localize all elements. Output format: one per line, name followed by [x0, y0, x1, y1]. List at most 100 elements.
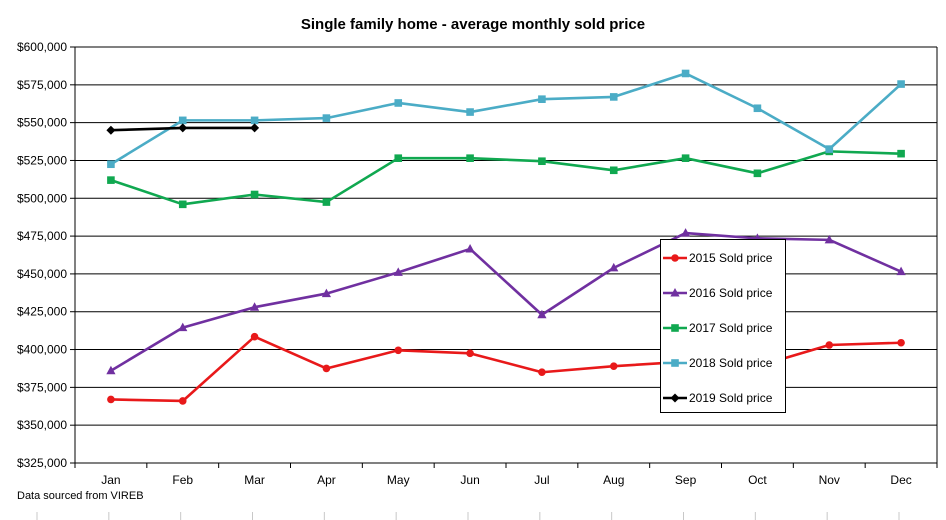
legend-marker	[671, 359, 679, 367]
legend-swatch	[663, 254, 687, 262]
axes	[70, 46, 938, 468]
data-point	[107, 395, 115, 404]
legend-marker	[670, 288, 680, 297]
chart-title: Single family home - average monthly sol…	[300, 16, 646, 33]
legend-label: 2019 Sold price	[689, 391, 773, 405]
legend-item: 2017 Sold price	[661, 318, 785, 338]
legend-swatch	[663, 393, 687, 403]
data-point	[825, 341, 834, 349]
data-point	[466, 349, 474, 358]
data-point	[250, 123, 260, 133]
series-4	[107, 69, 905, 169]
x-tick-label: Feb	[172, 473, 193, 487]
y-tick-label: $525,000	[17, 153, 67, 167]
series-line	[110, 72, 902, 166]
legend-label: 2016 Sold price	[689, 286, 773, 300]
legend-item: 2015 Sold price	[661, 248, 785, 268]
x-axis-tick-labels: Jan Feb Mar Apr May Jun Jul Aug Sep Oct Nov Dec	[101, 473, 912, 487]
x-tick-label: May	[387, 473, 410, 487]
data-point	[322, 114, 331, 122]
data-point	[107, 160, 115, 169]
legend-marker	[671, 324, 679, 332]
legend-item: 2016 Sold price	[661, 283, 785, 303]
legend-marker	[670, 393, 680, 403]
data-point	[322, 364, 331, 373]
data-point	[322, 198, 331, 206]
x-tick-label: Jun	[460, 473, 479, 487]
legend-swatch	[663, 288, 687, 297]
series-5	[106, 123, 260, 135]
legend-swatch	[663, 359, 687, 367]
data-point	[321, 288, 332, 298]
x-tick-label: Jan	[101, 473, 120, 487]
legend-label: 2015 Sold price	[689, 251, 773, 265]
data-point	[537, 309, 547, 319]
data-point	[107, 176, 115, 184]
legend-label: 2018 Sold price	[689, 356, 773, 370]
y-tick-label: $400,000	[17, 343, 67, 357]
data-point	[824, 234, 834, 244]
y-axis-tick-labels: $325,000 $350,000 $375,000 $400,000 $425,000…	[17, 40, 67, 470]
data-point	[896, 266, 906, 276]
x-tick-label: Dec	[890, 473, 911, 487]
data-point	[681, 154, 690, 162]
x-tick-label: Sep	[675, 473, 697, 487]
data-point	[466, 154, 474, 162]
y-tick-label: $425,000	[17, 305, 67, 319]
legend: 2015 Sold price 2016 Sold price 2017 Sold …	[660, 239, 786, 413]
data-point	[753, 104, 762, 113]
x-tick-label: Nov	[819, 473, 840, 487]
data-point	[250, 116, 259, 125]
y-tick-label: $550,000	[17, 116, 67, 130]
data-point	[753, 169, 762, 178]
data-point	[538, 368, 546, 377]
y-tick-label: $600,000	[17, 40, 67, 54]
y-tick-label: $350,000	[17, 418, 67, 432]
data-point	[249, 302, 260, 311]
series-line	[110, 150, 902, 206]
series-line	[110, 231, 902, 372]
data-point	[178, 200, 187, 209]
data-point	[609, 362, 618, 370]
data-point	[394, 154, 403, 162]
y-tick-label: $575,000	[17, 78, 67, 92]
data-point	[178, 397, 187, 405]
data-point	[538, 95, 546, 103]
x-tick-label: Apr	[317, 473, 336, 487]
bottom-faint-ticks	[36, 512, 900, 520]
source-note: Data sourced from VIREB	[17, 490, 144, 502]
data-point	[897, 149, 905, 158]
data-point	[897, 80, 905, 88]
x-tick-label: Aug	[603, 473, 624, 487]
data-point	[394, 346, 403, 355]
data-point	[466, 108, 474, 116]
series-3	[107, 147, 905, 209]
data-point	[825, 145, 834, 153]
data-point	[106, 125, 116, 135]
data-point	[178, 322, 188, 332]
y-tick-label: $375,000	[17, 380, 67, 394]
series-lines	[106, 69, 906, 405]
y-tick-label: $500,000	[17, 191, 67, 205]
data-point	[178, 123, 188, 133]
data-point	[897, 338, 905, 347]
y-tick-label: $450,000	[17, 267, 67, 281]
data-point	[106, 365, 116, 375]
data-point	[609, 262, 619, 272]
data-point	[538, 157, 546, 166]
x-tick-label: Oct	[748, 473, 767, 487]
legend-swatch	[663, 324, 687, 332]
data-point	[465, 243, 475, 253]
data-point	[681, 69, 690, 78]
data-point	[609, 93, 618, 101]
legend-marker	[671, 254, 679, 262]
legend-item: 2019 Sold price	[661, 388, 785, 408]
data-point	[394, 99, 403, 107]
legend-item: 2018 Sold price	[661, 353, 785, 373]
x-tick-label: Mar	[244, 473, 265, 487]
data-point	[393, 267, 403, 276]
data-point	[680, 228, 691, 237]
y-tick-label: $475,000	[17, 229, 67, 243]
x-tick-label: Jul	[534, 473, 549, 487]
